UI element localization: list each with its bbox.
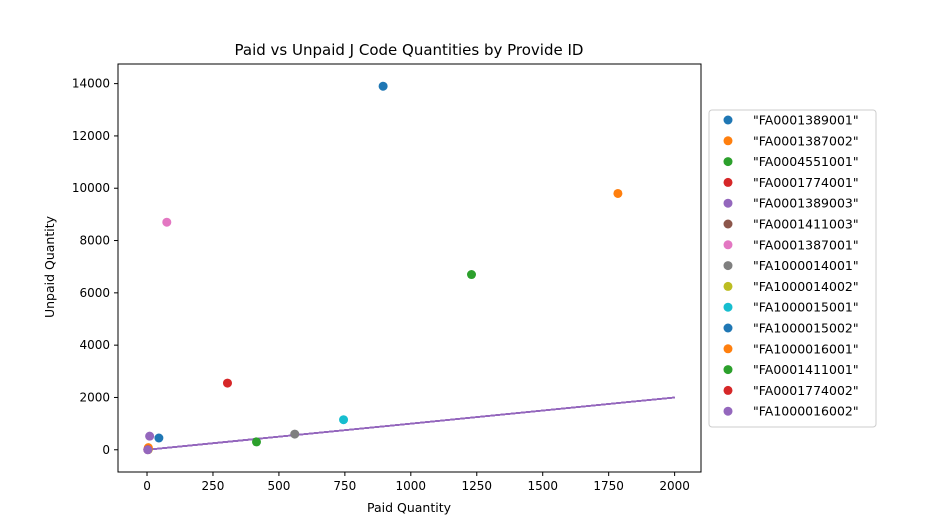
legend-marker bbox=[723, 344, 733, 354]
y-tick-label: 8000 bbox=[79, 234, 110, 248]
y-tick-label: 14000 bbox=[72, 77, 110, 91]
data-point bbox=[339, 415, 349, 425]
legend-box bbox=[708, 109, 877, 428]
x-tick-label: 1500 bbox=[527, 479, 558, 493]
data-point bbox=[613, 188, 623, 198]
x-tick-label: 2000 bbox=[659, 479, 690, 493]
x-tick-label: 500 bbox=[267, 479, 290, 493]
legend-label: "FA0001774002" bbox=[753, 383, 859, 398]
data-point bbox=[466, 270, 476, 280]
x-tick-label: 1250 bbox=[461, 479, 492, 493]
legend-label: "FA0001387002" bbox=[753, 133, 859, 148]
plot-area bbox=[143, 81, 675, 455]
y-tick-label: 12000 bbox=[72, 129, 110, 143]
legend-marker bbox=[723, 385, 733, 395]
data-point bbox=[290, 429, 300, 439]
legend-label: "FA0001774001" bbox=[753, 175, 859, 190]
y-axis-label: Unpaid Quantity bbox=[42, 215, 57, 318]
legend-label: "FA0001389001" bbox=[753, 113, 859, 128]
plot-frame bbox=[117, 63, 702, 473]
data-point bbox=[143, 445, 153, 455]
legend: "FA0001389001" "FA0001387002" "FA000455100… bbox=[708, 109, 877, 428]
legend-marker bbox=[723, 281, 733, 291]
data-point bbox=[154, 433, 164, 443]
legend-marker bbox=[723, 365, 733, 375]
legend-marker bbox=[723, 219, 733, 229]
legend-marker bbox=[723, 261, 733, 271]
data-point bbox=[378, 81, 388, 91]
legend-label: "FA0001387001" bbox=[753, 237, 859, 252]
legend-label: "FA0001411003" bbox=[753, 217, 859, 232]
data-point bbox=[145, 431, 155, 441]
legend-marker bbox=[723, 240, 733, 250]
legend-marker bbox=[723, 136, 733, 146]
data-point bbox=[251, 437, 261, 447]
legend-label: "FA1000016002" bbox=[753, 404, 859, 419]
x-axis-label: Paid Quantity bbox=[367, 500, 452, 515]
legend-label: "FA1000014002" bbox=[753, 279, 859, 294]
x-tick-label: 0 bbox=[143, 479, 151, 493]
legend-label: "FA1000016001" bbox=[753, 341, 859, 356]
legend-marker bbox=[723, 177, 733, 187]
legend-label: "FA0004551001" bbox=[753, 154, 859, 169]
y-tick-label: 4000 bbox=[79, 338, 110, 352]
x-tick-label: 1750 bbox=[593, 479, 624, 493]
y-tick-label: 2000 bbox=[79, 390, 110, 404]
legend-marker bbox=[723, 406, 733, 416]
legend-label: "FA0001411001" bbox=[753, 362, 859, 377]
data-point bbox=[222, 378, 232, 388]
legend-label: "FA1000015002" bbox=[753, 321, 859, 336]
legend-marker bbox=[723, 115, 733, 125]
x-tick-label: 250 bbox=[202, 479, 225, 493]
legend-marker bbox=[723, 302, 733, 312]
y-tick-label: 6000 bbox=[79, 286, 110, 300]
chart-title: Paid vs Unpaid J Code Quantities by Prov… bbox=[235, 41, 584, 59]
legend-label: "FA1000014001" bbox=[753, 258, 859, 273]
x-tick-label: 750 bbox=[333, 479, 356, 493]
y-tick-label: 0 bbox=[102, 443, 110, 457]
legend-marker bbox=[723, 323, 733, 333]
legend-marker bbox=[723, 198, 733, 208]
legend-marker bbox=[723, 157, 733, 167]
legend-label: "FA0001389003" bbox=[753, 196, 859, 211]
legend-label: "FA1000015001" bbox=[753, 300, 859, 315]
reference-line bbox=[146, 396, 675, 451]
data-point bbox=[162, 217, 172, 227]
y-tick-label: 10000 bbox=[72, 181, 110, 195]
x-tick-label: 1000 bbox=[396, 479, 427, 493]
